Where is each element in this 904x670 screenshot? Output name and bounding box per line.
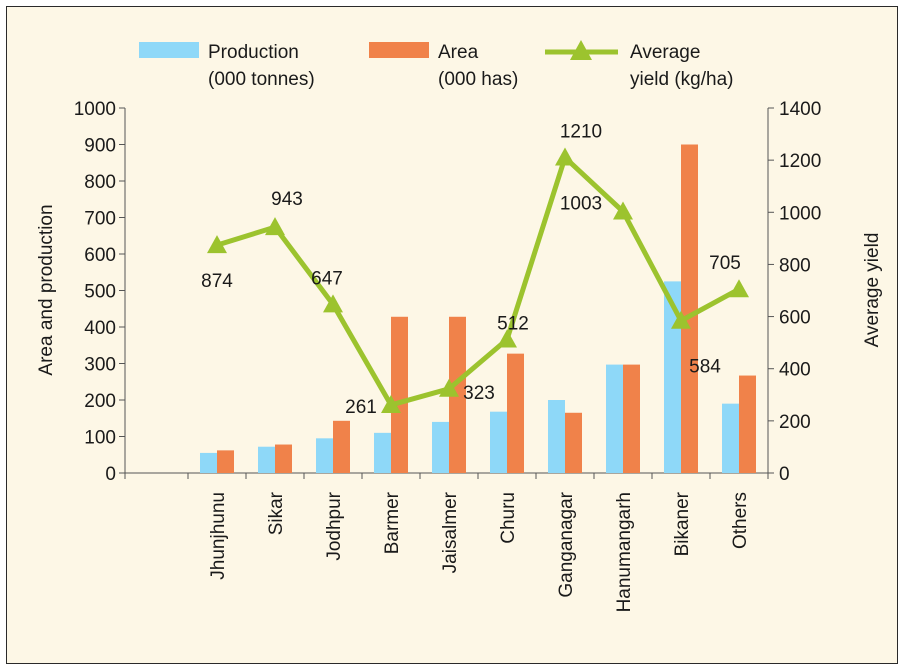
area-bar [275,444,292,473]
legend-swatch-production [139,42,199,58]
yield-line [216,155,741,408]
right-tick-label: 600 [779,308,811,329]
legend-swatch-yield-marker [570,40,592,60]
production-bar [664,281,681,473]
production-bar [606,364,623,473]
area-bar [391,316,408,473]
production-bar [200,452,217,473]
legend-label-area-unit: (000 has) [438,69,518,90]
yield-marker [613,201,633,220]
left-tick-label: 1000 [74,99,116,120]
yield-data-label: 943 [271,189,303,210]
y2-axis-title: Average yield [862,233,883,348]
area-bar [739,375,756,473]
legend-label-yield-unit: yield (kg/ha) [630,69,734,90]
category-label: Jaisalmer [440,491,461,573]
category-label: Ganganagar [556,491,577,597]
yield-data-label: 323 [463,383,495,404]
legend-label-production-unit: (000 tonnes) [208,69,315,90]
production-bar [374,432,391,473]
legend-label-yield: Average [630,42,700,63]
category-label: Sikar [266,491,287,535]
yield-data-label: 1003 [560,194,602,215]
right-tick-label: 200 [779,412,811,433]
legend-label-area: Area [438,42,479,63]
right-tick-label: 800 [779,255,811,276]
left-tick-label: 0 [105,464,116,485]
right-tick-label: 400 [779,360,811,381]
category-label: Others [730,492,751,549]
yield-marker [323,294,343,313]
legend-label-production: Production [208,42,299,63]
right-tick-label: 0 [779,464,790,485]
left-tick-label: 400 [84,318,116,339]
production-bar [316,438,333,473]
yield-marker [497,329,517,348]
category-label: Jodhpur [324,491,345,560]
right-tick-label: 1000 [779,203,821,224]
yield-data-label: 1210 [560,122,602,143]
category-label: Churu [498,492,519,544]
production-bar [490,411,507,473]
left-tick-label: 600 [84,245,116,266]
right-tick-label: 1200 [779,151,821,172]
left-tick-label: 100 [84,428,116,449]
category-label: Bikaner [672,491,693,556]
yield-marker [381,394,401,413]
legend-swatch-area [369,42,429,58]
yield-marker [671,310,691,329]
area-bar [217,450,234,473]
yield-data-label: 512 [497,314,529,335]
yield-data-label: 874 [201,271,233,292]
category-label: Barmer [382,491,403,554]
yield-data-label: 705 [709,253,741,274]
left-tick-label: 300 [84,355,116,376]
yield-marker [265,217,285,236]
production-bar [548,400,565,473]
yield-marker [729,279,749,298]
production-bar [722,403,739,473]
yield-data-label: 584 [689,357,721,378]
left-tick-label: 800 [84,172,116,193]
area-bar [333,420,350,473]
production-bar [258,446,275,473]
category-label: Hanumangarh [614,492,635,612]
left-tick-label: 700 [84,209,116,230]
category-label: Jhunjhunu [208,492,229,580]
area-bar [507,353,524,473]
yield-data-label: 261 [345,397,377,418]
left-tick-label: 900 [84,136,116,157]
production-bar [432,421,449,473]
y-axis-title: Area and production [36,204,57,375]
left-tick-label: 500 [84,282,116,303]
yield-marker [555,147,575,166]
right-tick-label: 1400 [779,99,821,120]
yield-data-label: 647 [311,268,343,289]
yield-marker [439,378,459,397]
area-bar [681,144,698,473]
yield-marker [207,235,227,254]
left-tick-label: 200 [84,391,116,412]
area-bar [623,364,640,473]
area-bar [565,412,582,473]
